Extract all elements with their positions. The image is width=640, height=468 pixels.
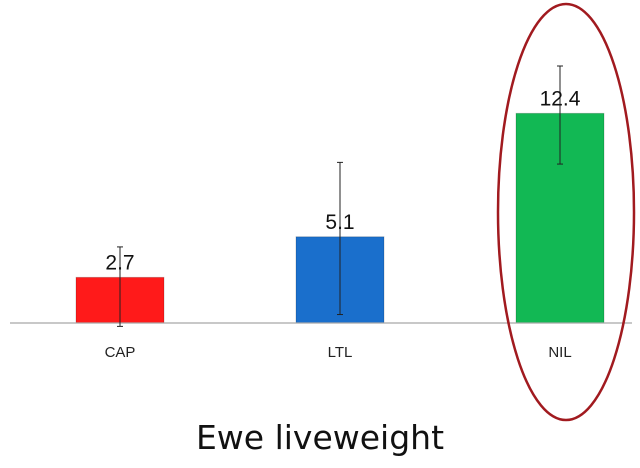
tick-label-cap: CAP [105, 344, 136, 361]
tick-label-ltl: LTL [328, 344, 353, 361]
error-bar-nil [557, 65, 563, 165]
data-label-cap: 2.7 [105, 251, 134, 274]
data-label-ltl: 5.1 [325, 211, 354, 234]
error-bar-cap [117, 246, 123, 327]
data-label-nil: 12.4 [540, 87, 581, 110]
chart-caption: Ewe liveweight [195, 418, 445, 457]
tick-label-nil: NIL [548, 344, 571, 361]
highlight-ellipse [496, 2, 636, 422]
error-bar-ltl [337, 161, 343, 316]
